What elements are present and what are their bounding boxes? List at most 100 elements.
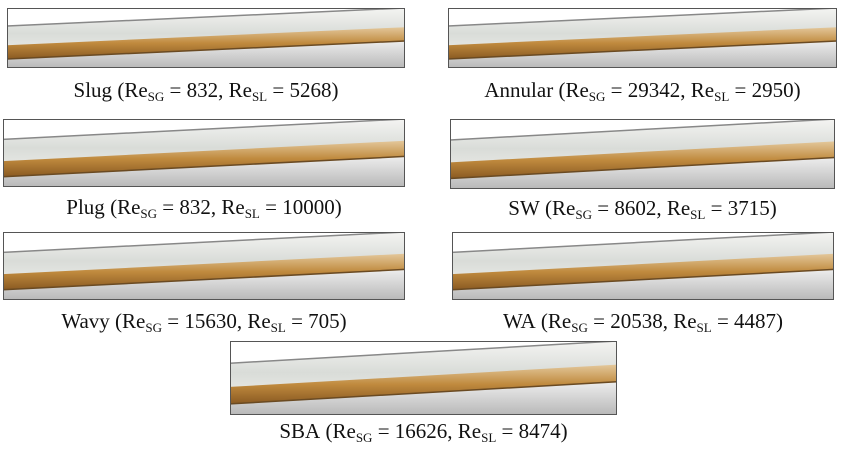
symbol: Re [122,309,145,333]
equals: = [711,196,723,220]
symbol: Re [247,309,270,333]
paren: ( [545,196,552,220]
re-sg: 8602 [614,196,656,220]
flow-panel: Annular(ReSG=29342,ReSL=2950) [448,8,837,68]
separator: , [447,419,452,443]
symbol: Re [332,419,355,443]
re-sg: 15630 [184,309,237,333]
symbol: Re [673,309,696,333]
symbol: Re [667,196,690,220]
equals: = [735,78,747,102]
paren: ( [115,309,122,333]
separator: , [218,78,223,102]
paren: ) [561,419,568,443]
symbol: Re [458,419,481,443]
paren: ( [110,195,117,219]
symbol: Re [124,78,147,102]
flow-photo [452,232,834,300]
paren: ) [335,195,342,219]
equals: = [502,419,514,443]
regime-name: WA [503,309,536,333]
flow-panel: Plug(ReSG=832,ReSL=10000) [3,119,405,187]
subscript: SG [140,206,157,221]
regime-name: SBA [279,419,320,443]
equals: = [611,78,623,102]
subscript: SG [589,89,606,104]
caption: SW(ReSG=8602,ReSL=3715) [410,196,847,221]
flow-photo [448,8,837,68]
flow-photo [3,232,405,300]
re-sl: 5268 [289,78,331,102]
paren: ) [794,78,801,102]
subscript: SL [252,89,267,104]
equals: = [265,195,277,219]
symbol: Re [117,195,140,219]
equals: = [167,309,179,333]
paren: ( [541,309,548,333]
subscript: SL [697,320,712,335]
caption: WA(ReSG=20538,ReSL=4487) [412,309,847,334]
flow-panel: Wavy(ReSG=15630,ReSL=705) [3,232,405,300]
caption: Wavy(ReSG=15630,ReSL=705) [0,309,445,334]
subscript: SL [481,430,496,445]
caption: Annular(ReSG=29342,ReSL=2950) [408,78,847,103]
symbol: Re [691,78,714,102]
re-sg: 20538 [610,309,663,333]
regime-name: Plug [66,195,105,219]
subscript: SG [356,430,373,445]
re-sl: 4487 [734,309,776,333]
separator: , [237,309,242,333]
subscript: SL [690,207,705,222]
regime-name: Slug [74,78,113,102]
paren: ) [340,309,347,333]
subscript: SG [571,320,588,335]
re-sl: 705 [308,309,340,333]
re-sg: 16626 [395,419,448,443]
flow-panel: SBA(ReSG=16626,ReSL=8474) [230,341,617,415]
re-sl: 2950 [752,78,794,102]
symbol: Re [565,78,588,102]
caption: Slug(ReSG=832,ReSL=5268) [0,78,445,103]
figure: Slug(ReSG=832,ReSL=5268)Annular(ReSG=293… [0,0,847,450]
equals: = [593,309,605,333]
flow-photo [7,8,405,68]
separator: , [656,196,661,220]
equals: = [170,78,182,102]
subscript: SG [145,320,162,335]
flow-panel: SW(ReSG=8602,ReSL=3715) [450,119,835,189]
flow-panel: Slug(ReSG=832,ReSL=5268) [7,8,405,68]
paren: ) [770,196,777,220]
equals: = [272,78,284,102]
equals: = [378,419,390,443]
flow-panel: WA(ReSG=20538,ReSL=4487) [452,232,834,300]
subscript: SL [245,206,260,221]
equals: = [291,309,303,333]
equals: = [162,195,174,219]
symbol: Re [552,196,575,220]
re-sg: 29342 [628,78,681,102]
re-sg: 832 [179,195,211,219]
flow-photo [450,119,835,189]
regime-name: Annular [484,78,553,102]
separator: , [680,78,685,102]
equals: = [717,309,729,333]
equals: = [597,196,609,220]
caption: SBA(ReSG=16626,ReSL=8474) [190,419,657,444]
paren: ) [776,309,783,333]
symbol: Re [221,195,244,219]
re-sl: 8474 [519,419,561,443]
re-sl: 3715 [728,196,770,220]
re-sl: 10000 [282,195,335,219]
symbol: Re [229,78,252,102]
paren: ) [331,78,338,102]
regime-name: SW [508,196,540,220]
subscript: SL [714,89,729,104]
subscript: SG [575,207,592,222]
subscript: SL [271,320,286,335]
re-sg: 832 [187,78,219,102]
caption: Plug(ReSG=832,ReSL=10000) [0,195,445,220]
separator: , [663,309,668,333]
regime-name: Wavy [61,309,109,333]
flow-photo [230,341,617,415]
separator: , [211,195,216,219]
